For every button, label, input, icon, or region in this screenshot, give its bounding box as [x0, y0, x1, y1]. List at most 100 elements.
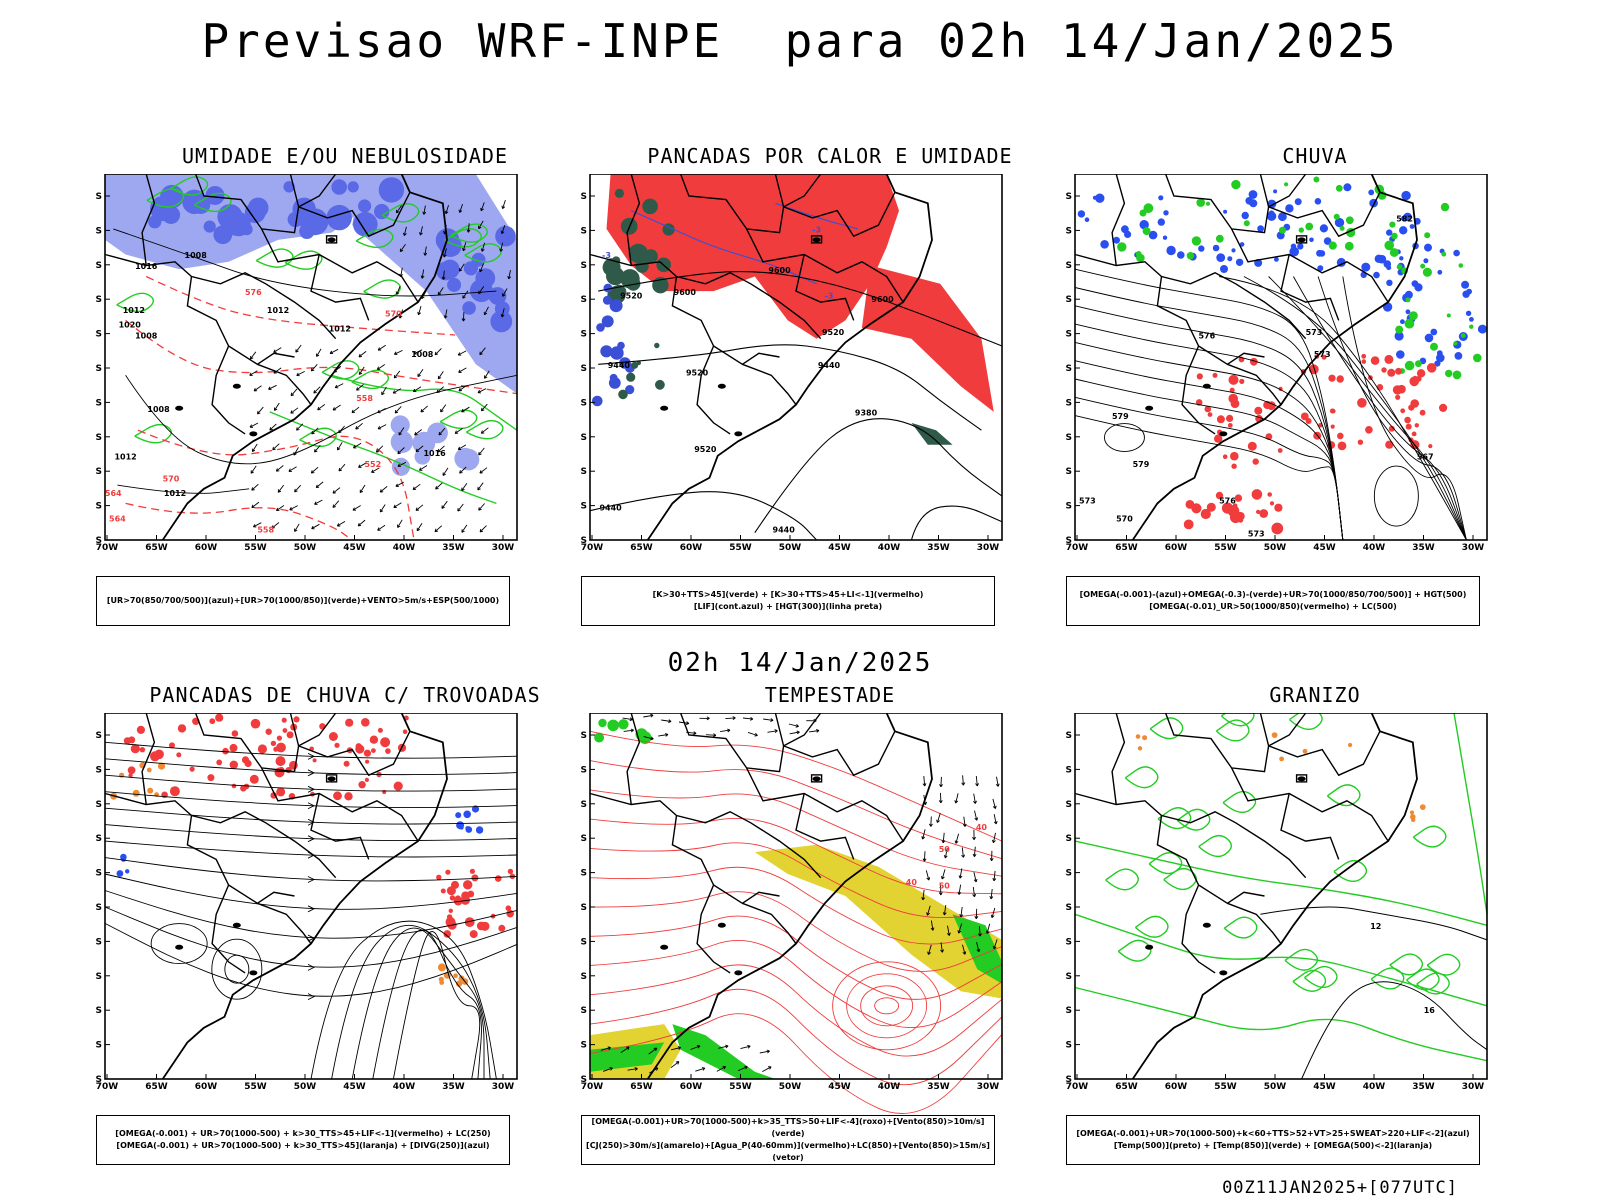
- wind-vector: [417, 373, 421, 378]
- lif-blue: [609, 373, 618, 382]
- wind-vector: [399, 248, 404, 253]
- omega-green: [1409, 311, 1418, 320]
- wind-vector: [762, 1066, 772, 1072]
- legend-line-1: [OMEGA(-0.001)+UR>70(1000-500)+k<60+TTS>…: [1076, 1129, 1470, 1138]
- wind-vector: [499, 248, 504, 252]
- thickness-line: [145, 275, 456, 336]
- storm-red: [281, 717, 287, 723]
- storm-red: [449, 895, 456, 901]
- streamline: [392, 931, 481, 1080]
- lon-label: 50W: [779, 543, 802, 553]
- lif-blue: [625, 385, 635, 395]
- temp-contour: [1292, 969, 1327, 992]
- border-line: [194, 713, 300, 773]
- rain-red: [1206, 502, 1216, 512]
- instability-green: [612, 284, 627, 299]
- wind-vector: [685, 721, 690, 726]
- omega-blue: [1121, 225, 1129, 234]
- humidity-core: [347, 181, 359, 193]
- lat-label: 18S: [580, 261, 587, 271]
- rain-red: [1414, 423, 1419, 428]
- instability-green: [636, 360, 641, 366]
- temp-contour: [1412, 825, 1447, 848]
- omega-orange: [1271, 732, 1278, 738]
- wind-vector: [357, 519, 366, 527]
- wind-vector: [434, 525, 443, 533]
- rain-red: [1234, 494, 1243, 502]
- humidity-blue-area: [457, 448, 480, 471]
- wind-vector: [973, 793, 976, 804]
- map-pancadas-trovoadas: 12S 15S 18S 21S 24S 27S 30S 33S 36S 39S 42S70W 65W 6…: [95, 713, 518, 1092]
- contour-label: 1008: [185, 251, 208, 260]
- lat-label: 42S: [95, 1075, 102, 1085]
- lat-label: 36S: [580, 467, 587, 477]
- lat-label: 24S: [1065, 869, 1072, 879]
- wind-vector: [273, 349, 277, 353]
- mid-time-label: 02h 14/Jan/2025: [667, 648, 933, 678]
- wind-vector: [332, 490, 336, 494]
- coastline: [161, 713, 448, 1080]
- wind-vector: [310, 367, 315, 372]
- wind-vector: [480, 407, 485, 412]
- storm-orange: [455, 980, 463, 987]
- lake: [327, 237, 336, 243]
- wind-vector: [974, 915, 979, 920]
- border-line: [1268, 174, 1307, 208]
- map-base: [590, 174, 1002, 540]
- contour-label: -3: [602, 251, 611, 260]
- wind-vector: [607, 1046, 611, 1051]
- panel-title: PANCADAS POR CALOR E UMIDADE: [647, 144, 1013, 168]
- lat-label: 27S: [1065, 903, 1072, 913]
- wind-vector: [434, 348, 442, 356]
- temp-contour: [1134, 915, 1169, 938]
- storm-red: [471, 874, 479, 882]
- temp-contour: [1117, 939, 1152, 962]
- omega-green: [1243, 220, 1250, 227]
- omega-blue: [1401, 215, 1407, 222]
- lon-label: 45W: [828, 1082, 851, 1092]
- lat-label: 30S: [95, 937, 102, 947]
- rain-red: [1230, 451, 1239, 461]
- wind-vector: [316, 348, 322, 357]
- lon-label: 60W: [1165, 1082, 1188, 1092]
- wind-vector: [329, 348, 339, 354]
- wind-vector: [462, 312, 465, 322]
- wind-vector: [484, 375, 488, 379]
- legend-box: [OMEGA(-0.001)-(azul)+OMEGA(-0.3)-(verde…: [1066, 576, 1480, 626]
- streamline: [589, 891, 1003, 972]
- wind-vector: [377, 408, 386, 413]
- wind-vector: [294, 523, 300, 532]
- wind-vector: [251, 483, 259, 491]
- wind-vector: [296, 370, 305, 376]
- instability-red: [606, 174, 899, 339]
- wind-vector: [422, 211, 427, 215]
- storm-red: [494, 875, 502, 882]
- wind-vector: [289, 505, 298, 511]
- wind-vector: [926, 877, 931, 881]
- legend-line-2: [CJ(250)>30m/s](amarelo)+[Agua_P(40-60mm…: [586, 1141, 990, 1162]
- wind-vector: [412, 486, 417, 491]
- wind-vector: [334, 384, 339, 389]
- wind-vector: [397, 461, 407, 467]
- storm-red: [355, 743, 362, 750]
- legend-box: [OMEGA(-0.001) + UR>70(1000-500) + k>30_…: [96, 1115, 510, 1165]
- wind-vector: [357, 522, 362, 527]
- storm-red: [334, 742, 340, 748]
- panel-granizo: GRANIZO 12S 15S 18S 21S 24S 27S 30S 33S 36S 39S 42…: [1065, 683, 1565, 1183]
- rain-red: [1230, 399, 1240, 409]
- omega-blue: [1373, 271, 1380, 279]
- storm-red: [207, 774, 215, 782]
- wind-vector: [351, 406, 360, 414]
- wind-vector: [417, 311, 422, 316]
- omega-orange: [1302, 748, 1308, 754]
- wind-vector: [941, 869, 946, 880]
- border-line: [260, 228, 419, 303]
- wind-vector: [338, 425, 345, 434]
- omega-blue: [1361, 262, 1371, 272]
- omega-blue: [1177, 251, 1185, 259]
- wind-vector: [508, 270, 511, 279]
- border-line: [211, 345, 246, 435]
- wind-vector: [974, 817, 979, 821]
- border-line: [783, 174, 822, 208]
- wind-vector: [740, 1045, 751, 1050]
